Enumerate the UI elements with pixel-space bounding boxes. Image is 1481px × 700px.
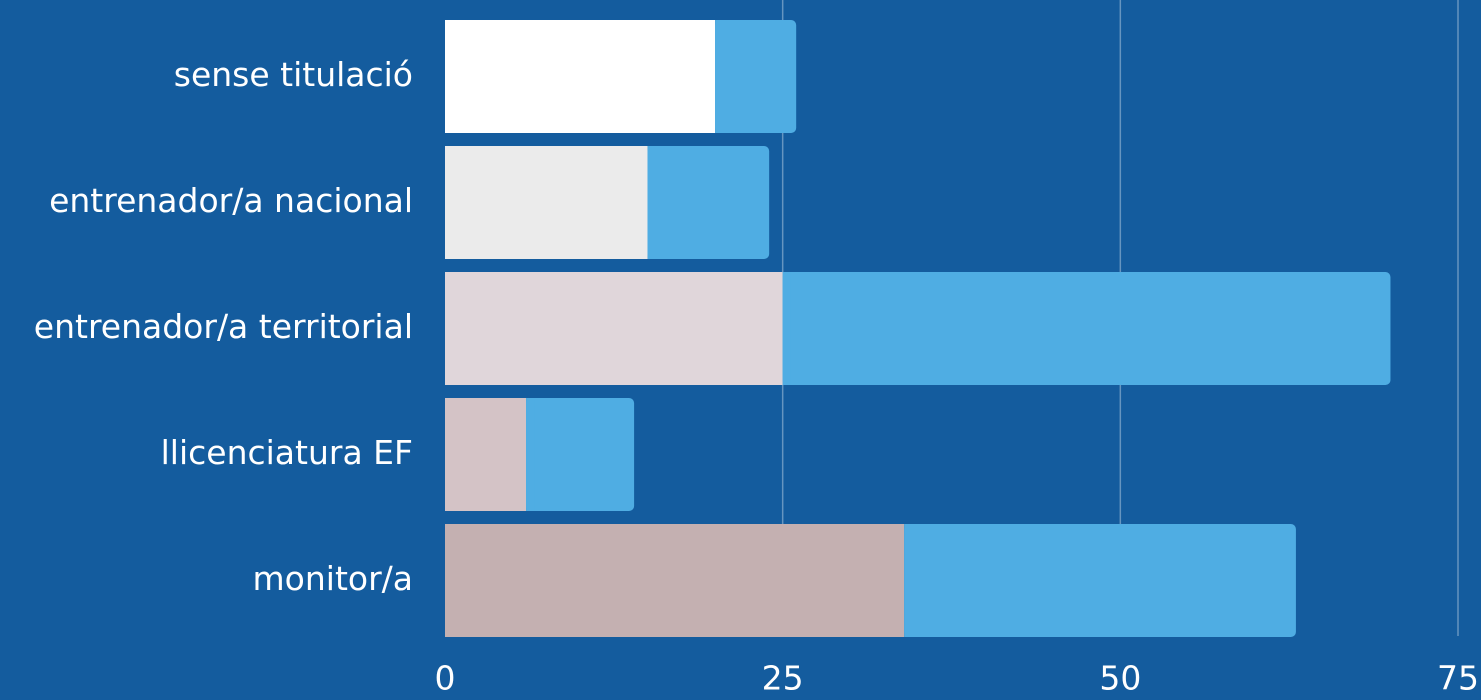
- bar-segment: [715, 20, 797, 133]
- bar-segment-join: [904, 524, 913, 637]
- bar-segment: [445, 20, 716, 133]
- x-tick-label: 75: [1437, 659, 1479, 698]
- bar-segment: [445, 398, 527, 511]
- x-tick-label: 25: [762, 659, 804, 698]
- bar-segment: [526, 398, 635, 511]
- bar-segment: [782, 272, 1391, 385]
- bar-segment-join: [526, 398, 535, 511]
- y-tick-label: llicenciatura EF: [161, 433, 413, 472]
- y-tick-label: entrenador/a nacional: [49, 181, 413, 220]
- bar-segment: [445, 146, 648, 259]
- bar-segment: [904, 524, 1296, 637]
- y-tick-label: monitor/a: [253, 559, 413, 598]
- y-tick-label: sense titulació: [174, 55, 413, 94]
- bar-segment: [647, 146, 770, 259]
- bar-segment-join: [782, 272, 791, 385]
- bar-segment: [445, 272, 783, 385]
- x-tick-label: 0: [435, 659, 456, 698]
- bar-segment-join: [647, 146, 656, 259]
- bar-segment-join: [715, 20, 724, 133]
- bar-segment: [445, 524, 905, 637]
- x-tick-label: 50: [1099, 659, 1141, 698]
- y-tick-label: entrenador/a territorial: [34, 307, 413, 346]
